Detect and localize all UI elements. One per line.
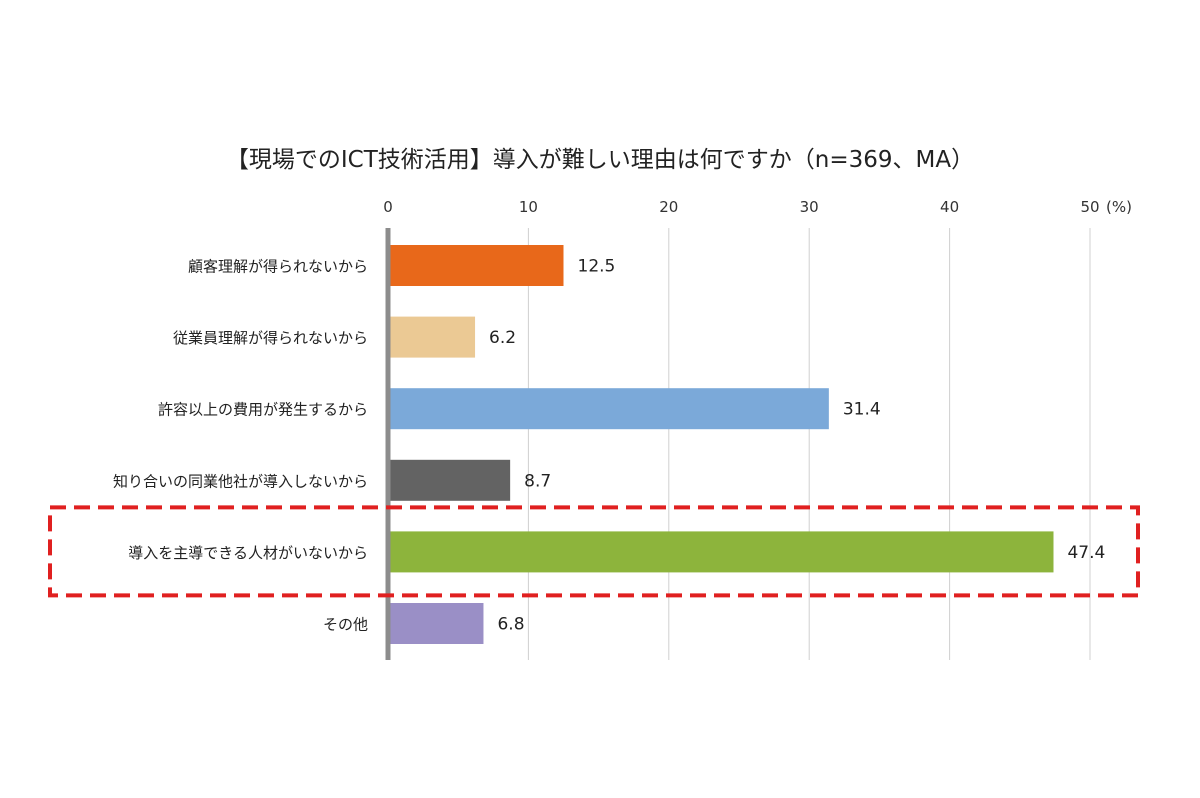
- bar: [388, 603, 484, 644]
- x-tick-label: 50: [1080, 198, 1099, 216]
- category-label: 許容以上の費用が発生するから: [158, 401, 368, 419]
- bar: [388, 459, 511, 501]
- x-tick-label: 40: [940, 198, 959, 216]
- bar: [388, 316, 476, 358]
- data-label: 8.7: [524, 471, 551, 491]
- category-labels: 顧客理解が得られないから従業員理解が得られないから許容以上の費用が発生するから知…: [113, 258, 368, 634]
- gridlines: [527, 228, 1091, 660]
- category-label: その他: [323, 616, 368, 634]
- x-axis-ticks: 0 10 20 30 40 50 (%): [383, 198, 1132, 216]
- data-label: 6.2: [489, 328, 516, 348]
- bar: [388, 245, 564, 286]
- category-label: 顧客理解が得られないから: [188, 258, 368, 276]
- x-tick-label: 20: [659, 198, 678, 216]
- bar: [388, 531, 1054, 573]
- value-labels: 12.5 6.2 31.4 8.7 47.4 6.8: [489, 257, 1105, 635]
- highlight-layer: [48, 505, 1140, 598]
- x-tick-label: 10: [519, 198, 538, 216]
- bars: [385, 228, 1054, 660]
- category-label: 導入を主導できる人材がいないから: [128, 544, 368, 562]
- data-label: 47.4: [1067, 543, 1105, 563]
- category-label: 知り合いの同業他社が導入しないから: [113, 472, 368, 490]
- bar: [388, 388, 829, 430]
- data-label: 31.4: [843, 400, 881, 420]
- x-tick-label: 0: [383, 198, 393, 216]
- highlight-box: [48, 505, 1140, 598]
- x-unit-label: (%): [1106, 198, 1132, 216]
- category-label: 従業員理解が得られないから: [173, 329, 368, 347]
- chart-title: 【現場でのICT技術活用】導入が難しい理由は何ですか（n=369、MA）: [225, 147, 975, 173]
- data-label: 12.5: [578, 257, 616, 277]
- x-tick-label: 30: [800, 198, 819, 216]
- data-label: 6.8: [497, 615, 524, 635]
